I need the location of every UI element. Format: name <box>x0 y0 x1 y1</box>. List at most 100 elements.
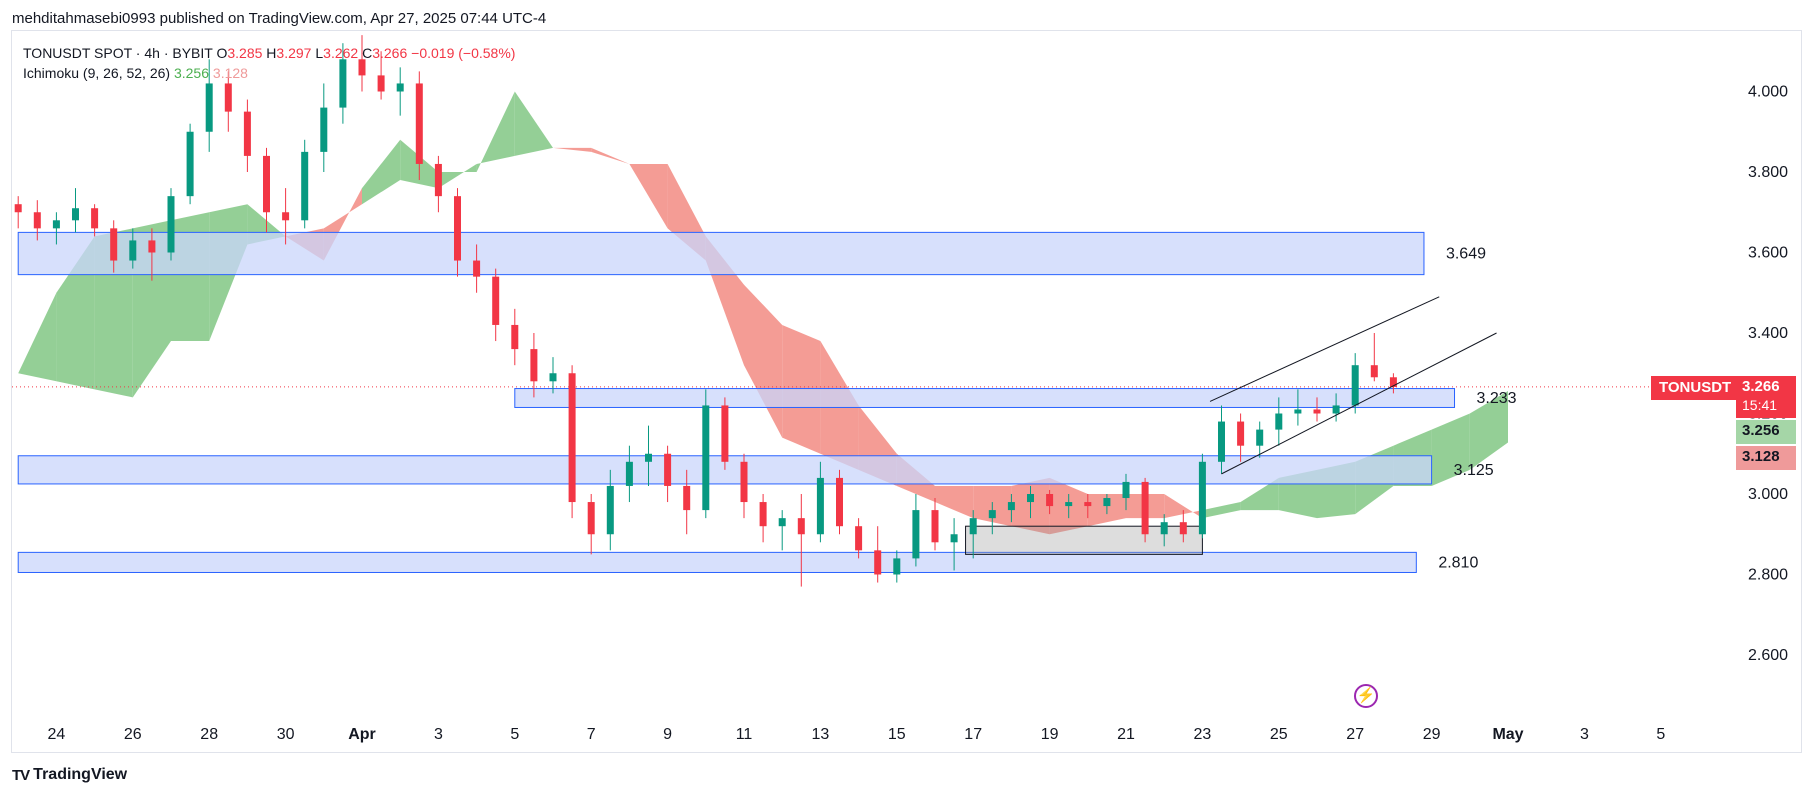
candle-body <box>721 405 729 462</box>
ichimoku-cloud-segment <box>553 147 592 152</box>
last-price-tag: 3.266 15:41 <box>1736 376 1796 418</box>
candle-body <box>91 208 99 229</box>
candle-body <box>1103 498 1111 507</box>
symbol-legend[interactable]: TONUSDT SPOT · 4h · BYBIT O3.285 H3.297 … <box>23 45 515 61</box>
change-value: −0.019 (−0.58%) <box>411 45 516 61</box>
candle-body <box>1084 502 1092 507</box>
x-axis-tick-label: 5 <box>510 726 519 743</box>
low-label: L <box>315 45 324 61</box>
high-label: H <box>266 45 277 61</box>
candle-body <box>396 83 404 92</box>
span-b-tag: 3.128 <box>1736 446 1796 470</box>
x-axis-tick-label: 25 <box>1270 726 1288 743</box>
ichimoku-cloud-segment <box>362 139 401 205</box>
candle-body <box>664 453 672 486</box>
candle-body <box>186 131 194 197</box>
candle-body <box>702 405 710 511</box>
lightning-icon[interactable]: ⚡ <box>1354 684 1378 708</box>
last-price-value: 3.266 <box>1742 378 1780 395</box>
ichimoku-cloud-segment <box>935 485 974 519</box>
x-axis-tick-label: 3 <box>434 726 443 743</box>
high-value: 3.297 <box>276 45 312 61</box>
candle-body <box>1198 461 1206 535</box>
candle-body <box>52 220 60 229</box>
x-axis-tick-label: 21 <box>1117 726 1135 743</box>
candle-body <box>33 212 41 229</box>
tradingview-footer[interactable]: TV TradingView <box>12 766 127 784</box>
candle-body <box>740 461 748 503</box>
candle-body <box>1313 409 1321 414</box>
candle-body <box>912 510 920 559</box>
zone-price-label: 3.649 <box>1446 246 1486 263</box>
candle-body <box>1179 522 1187 535</box>
y-axis-tick-label: 4.000 <box>1748 84 1788 101</box>
symbol-info[interactable]: TONUSDT SPOT · 4h · BYBIT <box>23 45 213 61</box>
x-axis-tick-label: 5 <box>1656 726 1665 743</box>
x-axis-tick-label: 3 <box>1580 726 1589 743</box>
candle-body <box>473 260 481 277</box>
candle-body <box>530 349 538 382</box>
x-axis-tick-label: 13 <box>812 726 830 743</box>
ichimoku-cloud-segment <box>1431 413 1470 486</box>
x-axis-tick-label: 15 <box>888 726 906 743</box>
span-a-tag: 3.256 <box>1736 420 1796 444</box>
support-resistance-zone <box>17 231 1425 276</box>
candle-body <box>816 477 824 535</box>
candle-body <box>1294 409 1302 414</box>
candle-body <box>1351 365 1359 406</box>
candle-body <box>511 324 519 350</box>
x-axis-tick-label: 30 <box>277 726 295 743</box>
zone-price-label: 2.810 <box>1438 554 1478 571</box>
candle-body <box>759 502 767 527</box>
zone-price-label: 3.125 <box>1454 462 1494 479</box>
support-resistance-zone <box>514 388 1456 408</box>
candle-body <box>1141 481 1149 535</box>
candle-body <box>568 373 576 503</box>
candle-body <box>683 485 691 511</box>
candle-body <box>874 550 882 575</box>
candle-body <box>1218 421 1225 462</box>
candle-body <box>243 111 251 156</box>
candle-body <box>969 518 977 535</box>
ichimoku-cloud-segment <box>1469 390 1508 470</box>
candle-body <box>1389 377 1397 387</box>
candle-body <box>1007 502 1015 511</box>
candle-body <box>893 558 901 575</box>
candle-body <box>1275 413 1283 430</box>
y-axis-tick-label: 3.800 <box>1748 164 1788 181</box>
x-axis-tick-label: Apr <box>348 726 376 743</box>
x-axis-tick-label: 7 <box>587 726 596 743</box>
candle-body <box>1122 481 1130 499</box>
indicator-legend[interactable]: Ichimoku (9, 26, 52, 26) 3.256 3.128 <box>23 65 248 81</box>
open-label: O <box>216 45 228 61</box>
x-axis-tick-label: May <box>1492 726 1523 743</box>
y-axis-tick-label: 2.800 <box>1748 567 1788 584</box>
candle-body <box>1046 494 1054 507</box>
candle-body <box>282 212 290 221</box>
candle-body <box>14 204 22 213</box>
candle-body <box>855 526 863 551</box>
candle-body <box>224 83 232 112</box>
ichimoku-cloud-segment <box>438 163 477 189</box>
ichimoku-cloud-segment <box>1240 477 1279 511</box>
candle-body <box>587 502 595 535</box>
ichimoku-cloud-segment <box>171 212 210 342</box>
plot-area[interactable] <box>12 35 1650 587</box>
candle-body <box>950 534 958 543</box>
x-axis-tick-label: 17 <box>964 726 982 743</box>
y-axis-tick-label: 3.600 <box>1748 245 1788 262</box>
candle-body <box>1065 502 1073 507</box>
indicator-value-span-a: 3.256 <box>173 65 210 81</box>
candle-body <box>1332 405 1340 414</box>
indicator-name[interactable]: Ichimoku (9, 26, 52, 26) <box>23 65 171 81</box>
close-label: C <box>362 45 373 61</box>
symbol-price-label: TONUSDT <box>1651 376 1740 400</box>
x-axis-tick-label: 11 <box>736 726 753 743</box>
candle-body <box>72 208 79 221</box>
candle-body <box>148 240 156 253</box>
close-value: 3.266 <box>372 45 408 61</box>
x-axis-tick-label: 19 <box>1041 726 1059 743</box>
ichimoku-cloud-segment <box>18 292 57 382</box>
candle-body <box>1027 494 1034 503</box>
